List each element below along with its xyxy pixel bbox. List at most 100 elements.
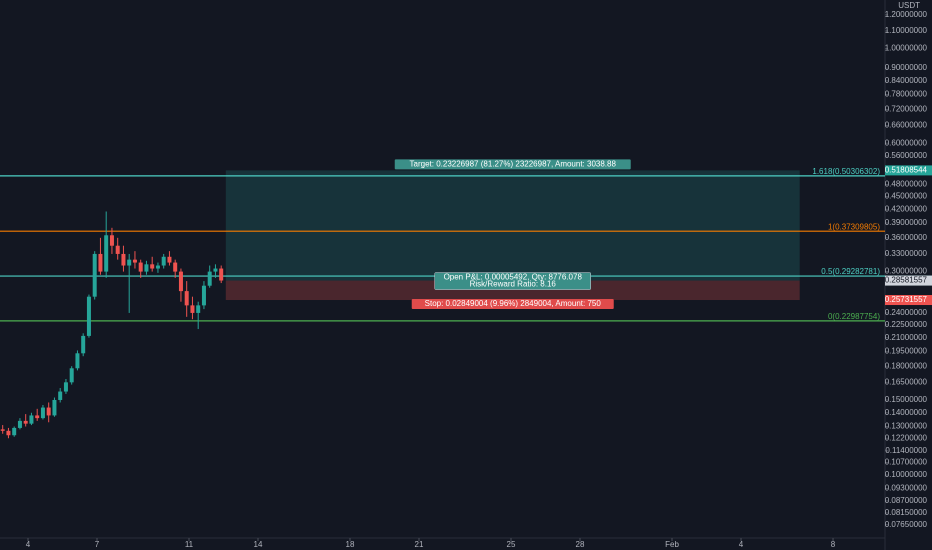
target-label: Target: 0.23226987 (81.27%) 23226987, Am…: [410, 160, 617, 169]
candle-body: [138, 262, 143, 272]
x-tick-label: 28: [576, 540, 585, 549]
y-tick-label: 1.00000000: [885, 44, 928, 53]
y-tick-label: 0.39000000: [885, 218, 928, 227]
y-tick-label: 0.22500000: [885, 320, 928, 329]
loss-zone: [225, 280, 800, 301]
y-tick-label: 0.10000000: [885, 470, 928, 479]
candle-body: [115, 245, 120, 254]
stop-label: Stop: 0.02849004 (9.96%) 2849004, Amount…: [425, 299, 602, 308]
candle-body: [12, 427, 17, 436]
x-tick-label: 4: [26, 540, 31, 549]
candle-body: [219, 268, 224, 281]
y-tick-label: 0.09300000: [885, 484, 928, 493]
price-label-bg: [885, 165, 932, 176]
y-tick-label: 1.20000000: [885, 10, 928, 19]
candle-body: [0, 429, 5, 431]
y-tick-label: 0.10700000: [885, 458, 928, 467]
y-tick-label: 0.21000000: [885, 333, 928, 342]
fib-label: 0(0.22987754): [828, 312, 880, 321]
candle-body: [17, 420, 22, 428]
x-tick-label: 11: [185, 540, 194, 549]
y-tick-label: 0.07650000: [885, 520, 928, 529]
candle-body: [81, 335, 86, 354]
candle-body: [86, 296, 91, 336]
price-label: 0.25731557: [885, 295, 928, 304]
y-tick-label: 0.84000000: [885, 76, 928, 85]
y-tick-label: 0.45000000: [885, 192, 928, 201]
y-tick-label: 0.56000000: [885, 151, 928, 160]
candle-body: [58, 391, 63, 400]
price-label-bg: [885, 275, 932, 286]
candle-body: [121, 253, 126, 266]
candle-body: [184, 291, 189, 306]
candle-body: [109, 235, 114, 246]
candle-body: [201, 285, 206, 306]
price-label-bg: [885, 295, 932, 306]
candle-body: [69, 368, 74, 383]
y-tick-label: 1.10000000: [885, 26, 928, 35]
y-tick-label: 0.72000000: [885, 105, 928, 114]
candle-body: [207, 271, 212, 286]
y-tick-label: 0.30000000: [885, 267, 928, 276]
y-tick-label: 0.11400000: [885, 446, 927, 455]
candle-body: [132, 259, 137, 263]
candle-body: [150, 264, 155, 269]
candle-body: [213, 268, 218, 272]
candle-body: [35, 415, 40, 419]
candle-body: [155, 265, 160, 269]
y-tick-label: 0.08150000: [885, 508, 928, 517]
y-tick-label: 0.15000000: [885, 395, 928, 404]
y-tick-label: 0.66000000: [885, 121, 928, 130]
x-tick-label: Feb: [665, 540, 679, 549]
x-tick-label: 18: [346, 540, 355, 549]
candle-body: [75, 353, 80, 369]
candle-body: [52, 399, 57, 416]
x-tick-label: 14: [254, 540, 263, 549]
pnl-label: Open P&L: 0.00005492, Qty: 8776.078: [444, 273, 583, 282]
y-tick-label: 0.08700000: [885, 496, 928, 505]
candle-body: [23, 420, 28, 424]
candle-body: [46, 407, 51, 416]
fib-label: 0.5(0.29282781): [821, 267, 880, 276]
y-tick-label: 0.14000000: [885, 408, 928, 417]
candle-body: [6, 430, 11, 436]
y-tick-label: 0.36000000: [885, 233, 928, 242]
y-tick-label: 0.60000000: [885, 138, 928, 147]
y-tick-label: 0.19500000: [885, 346, 928, 355]
stop-label-bg: [411, 299, 614, 310]
candle-body: [167, 256, 172, 263]
y-tick-label: 0.33000000: [885, 249, 928, 258]
y-tick-label: 0.24000000: [885, 308, 928, 317]
x-tick-label: 7: [95, 540, 100, 549]
profit-zone: [225, 170, 800, 281]
y-tick-label: 0.18000000: [885, 361, 928, 370]
candle-body: [178, 271, 183, 292]
y-tick-label: 0.42000000: [885, 204, 928, 213]
x-tick-label: 8: [831, 540, 836, 549]
x-tick-label: 25: [507, 540, 516, 549]
candle-body: [98, 253, 103, 272]
y-tick-label: 0.16500000: [885, 377, 928, 386]
y-tick-label: 0.78000000: [885, 90, 928, 99]
candle-body: [196, 305, 201, 313]
candle-body: [127, 259, 132, 266]
y-tick-label: 0.90000000: [885, 63, 928, 72]
candle-body: [190, 305, 195, 313]
candle-body: [63, 382, 68, 392]
y-tick-label: 0.13000000: [885, 422, 928, 431]
candle-body: [29, 415, 34, 424]
price-label: 0.28581557: [885, 276, 928, 285]
x-tick-label: 21: [415, 540, 424, 549]
y-tick-label: 0.48000000: [885, 180, 928, 189]
pnl-label-bg: [434, 272, 591, 290]
rr-label: Risk/Reward Ratio: 8.16: [470, 280, 557, 289]
fib-label: 1(0.37309805): [828, 222, 880, 231]
price-label: 0.51808544: [885, 166, 928, 175]
candle-body: [104, 235, 109, 272]
x-tick-label: 4: [739, 540, 744, 549]
candle-body: [144, 264, 149, 272]
fib-label: 1.618(0.50306302): [812, 167, 880, 176]
candle-body: [173, 262, 178, 272]
target-label-bg: [394, 159, 631, 170]
